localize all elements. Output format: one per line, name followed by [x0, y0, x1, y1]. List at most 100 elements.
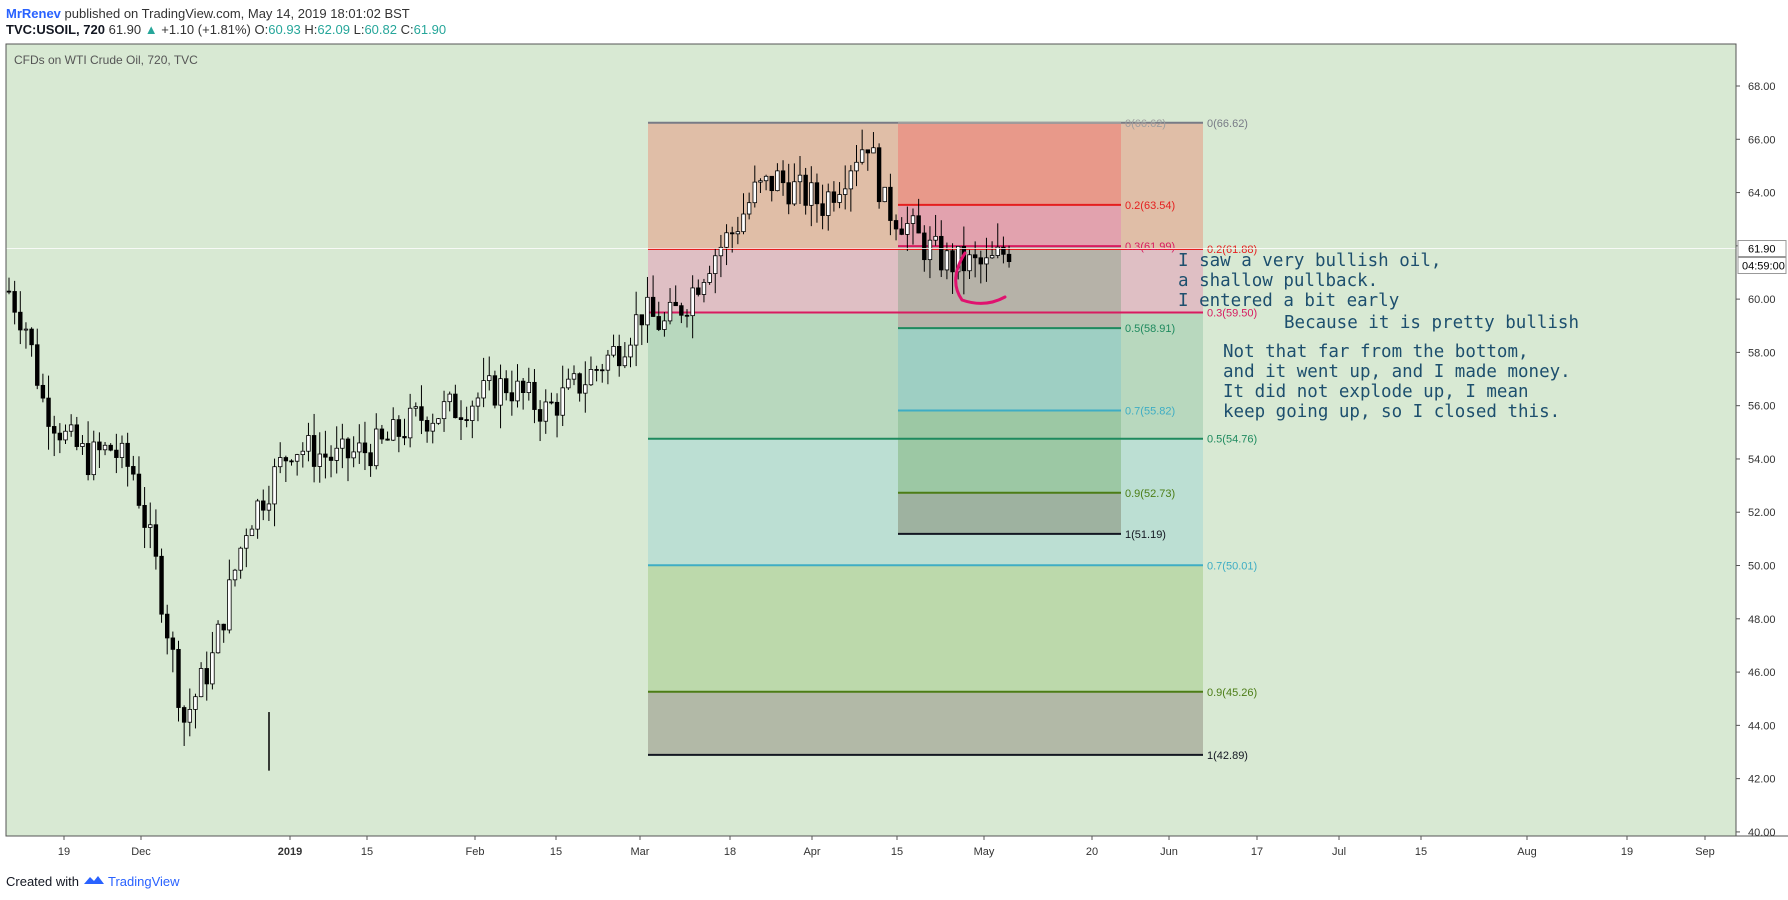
candle-body: [617, 345, 622, 367]
candle-body: [730, 232, 735, 235]
fib-level-label: 0.9(45.26): [1207, 687, 1257, 699]
candle-body: [605, 354, 611, 371]
fib-zone: [648, 691, 1203, 755]
time-tick-label: Jun: [1160, 846, 1178, 858]
candle-body: [950, 250, 955, 273]
candle-body: [673, 301, 678, 307]
created-with-label: Created with: [6, 874, 79, 889]
candle-body: [311, 435, 317, 467]
low-value: 60.82: [364, 22, 397, 37]
candle-body: [848, 170, 854, 190]
candle-body: [368, 452, 373, 467]
candle-body: [967, 254, 972, 272]
candle-body: [549, 401, 554, 404]
candle-body: [560, 387, 565, 416]
time-tick-label: Feb: [466, 846, 485, 858]
time-tick-label: Aug: [1517, 846, 1537, 858]
price-tick-label: 44.00: [1748, 720, 1776, 732]
candle-body: [600, 369, 605, 372]
candle-body: [746, 202, 752, 215]
candle-body: [193, 696, 198, 710]
candle-body: [277, 457, 283, 468]
publish-line: MrRenev published on TradingView.com, Ma…: [6, 6, 446, 22]
candle-body: [74, 424, 79, 447]
candle-body: [515, 380, 520, 402]
candle-body: [831, 191, 837, 203]
time-tick-label: 19: [1621, 846, 1633, 858]
candle-body: [543, 401, 548, 422]
candle-body: [396, 419, 402, 437]
fib-level-label: 0.5(54.76): [1207, 434, 1257, 446]
price-tick-label: 68.00: [1748, 81, 1776, 93]
candle-body: [29, 328, 34, 346]
candle-body: [526, 381, 531, 393]
candle-body: [650, 296, 656, 317]
candle-body: [97, 441, 102, 451]
candle-body: [826, 191, 831, 216]
candle-body: [520, 380, 526, 393]
candle-body: [91, 441, 96, 476]
up-arrow-icon: ▲: [144, 22, 158, 37]
time-tick-label: 15: [891, 846, 903, 858]
candle-body: [317, 453, 322, 467]
candle-body: [763, 175, 769, 182]
candle-body: [402, 436, 407, 439]
candle-body: [752, 181, 757, 204]
price-tick-label: 60.00: [1748, 294, 1776, 306]
time-tick-label: Mar: [631, 846, 650, 858]
high-label: H:: [304, 22, 318, 37]
fib-level-label: 0(66.62): [1207, 118, 1248, 130]
fib-zone: [898, 492, 1121, 534]
candle-body: [63, 430, 68, 441]
candle-body: [837, 194, 842, 203]
candle-body: [537, 409, 543, 422]
candle-body: [871, 147, 876, 154]
price-tick-label: 54.00: [1748, 454, 1776, 466]
time-tick-label: May: [974, 846, 995, 858]
time-tick-label: Jul: [1332, 846, 1346, 858]
candle-body: [159, 555, 164, 615]
candle-body: [300, 450, 305, 456]
candle-body: [588, 369, 594, 386]
candle-body: [453, 393, 458, 419]
candle-body: [713, 255, 718, 275]
candle-body: [430, 422, 435, 432]
candle-body: [594, 369, 599, 371]
chart-title: CFDs on WTI Crude Oil, 720, TVC: [14, 53, 198, 67]
candle-body: [854, 161, 859, 172]
candle-body: [385, 438, 390, 441]
candle-body: [436, 418, 441, 424]
hand-drawn-stroke: [954, 251, 1007, 305]
close-value: 61.90: [413, 22, 447, 37]
candle-body: [718, 246, 724, 257]
annotation-text: It did not explode up, I mean: [1223, 382, 1529, 402]
annotation-text: I entered a bit early: [1178, 291, 1399, 311]
footer: Created with TradingView: [6, 874, 180, 889]
candle-body: [345, 438, 351, 459]
candle-body: [1006, 253, 1012, 263]
publish-info: published on TradingView.com, May 14, 20…: [64, 6, 410, 21]
candle-body: [814, 182, 820, 205]
candle-body: [232, 569, 238, 581]
candle-body: [899, 228, 904, 235]
candle-body: [272, 466, 277, 505]
candle-body: [57, 432, 63, 441]
candle-body: [656, 316, 661, 330]
candle-body: [944, 250, 950, 271]
open-value: 60.93: [268, 22, 301, 37]
chart-header: MrRenev published on TradingView.com, Ma…: [6, 6, 446, 38]
candle-body: [724, 232, 729, 248]
candle-body: [249, 528, 255, 537]
author-link[interactable]: MrRenev: [6, 6, 61, 21]
candle-body: [989, 255, 995, 259]
tradingview-link[interactable]: TradingView: [108, 874, 180, 889]
last-price-label: 61.90: [1748, 244, 1776, 256]
candle-body: [577, 373, 582, 394]
candle-body: [735, 231, 741, 235]
candle-body: [639, 314, 644, 326]
candle-body: [503, 378, 509, 394]
high-value: 62.09: [317, 22, 350, 37]
candle-body: [679, 305, 684, 316]
candle-body: [374, 428, 379, 467]
